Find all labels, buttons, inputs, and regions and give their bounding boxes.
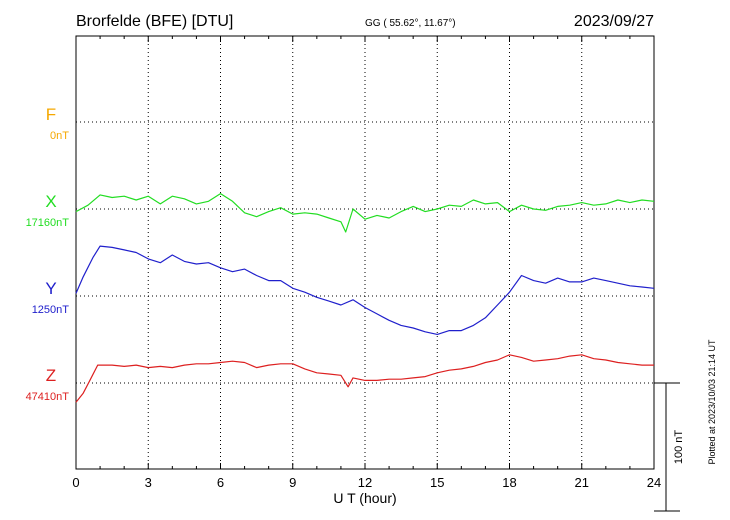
x-tick-label: 18 [502, 475, 516, 490]
plotted-at-note: Plotted at 2023/10/03 21:14 UT [707, 339, 717, 465]
channel-name-f: F [46, 105, 56, 124]
channel-baseline-f: 0nT [50, 130, 69, 142]
channel-baseline-y: 1250nT [32, 304, 70, 316]
x-tick-label: 6 [217, 475, 224, 490]
grid [76, 36, 654, 469]
channel-baseline-z: 47410nT [26, 391, 70, 403]
x-axis-title: U T (hour) [333, 490, 396, 506]
date-label: 2023/09/27 [574, 13, 654, 30]
x-tick-label: 12 [358, 475, 372, 490]
x-tick-label: 21 [575, 475, 589, 490]
scale-bar-label: 100 nT [673, 430, 685, 465]
channel-name-x: X [45, 192, 56, 211]
x-tick-label: 24 [647, 475, 661, 490]
x-tick-label: 3 [145, 475, 152, 490]
channel-labels: F 0nT X 17160nT Y 1250nT Z 47410nT [26, 105, 70, 403]
series-line-y [75, 245, 655, 335]
channel-name-y: Y [45, 279, 56, 298]
coordinates-label: GG ( 55.62°, 11.67°) [365, 18, 456, 29]
channel-name-z: Z [46, 366, 56, 385]
scale-bar: 100 nT [654, 382, 685, 512]
channel-baseline-x: 17160nT [26, 217, 70, 229]
series-group [75, 193, 655, 403]
x-axis: 0 3 6 9 12 15 18 21 24 [72, 36, 661, 490]
station-title: Brorfelde (BFE) [DTU] [76, 13, 233, 30]
series-line-x [75, 193, 655, 233]
series-line-z [75, 354, 654, 403]
x-tick-label: 15 [430, 475, 444, 490]
x-tick-label: 9 [289, 475, 296, 490]
x-tick-label: 0 [72, 475, 79, 490]
